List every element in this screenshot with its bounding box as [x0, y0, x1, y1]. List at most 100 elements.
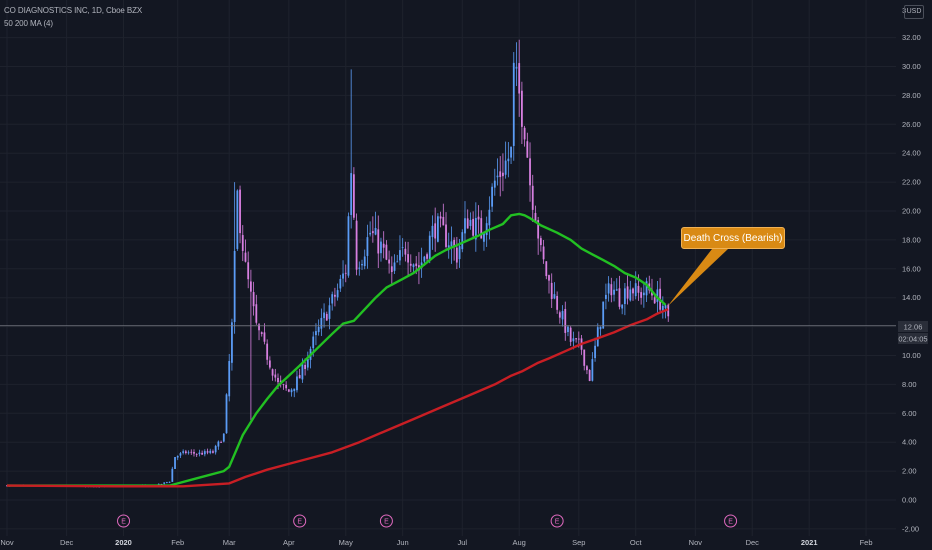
candle-body [366, 237, 369, 256]
time-axis[interactable]: Nov Dec 2020 Feb Mar Apr May Jun Jul Aug Sep Oct Nov… [0, 538, 872, 547]
price-tag: 12.06 02:04:05 [898, 321, 928, 344]
earnings-event-marker[interactable] [293, 514, 307, 528]
candle-body [214, 445, 217, 453]
candle-body [621, 304, 624, 309]
x-tick-label: Feb [171, 538, 184, 547]
candle-body [195, 454, 198, 456]
x-tick-label: Jun [397, 538, 409, 547]
candle-body [493, 180, 496, 188]
countdown-value: 02:04:05 [898, 335, 927, 344]
y-tick-label: 4.00 [902, 438, 917, 447]
y-tick-label: 28.00 [902, 91, 921, 100]
candle-body [304, 364, 306, 370]
candle-body [480, 218, 483, 239]
candle-body [282, 384, 285, 386]
x-tick-label: Apr [283, 538, 295, 547]
candle-body [558, 312, 561, 318]
ma50-line[interactable] [7, 212, 667, 487]
candles [6, 39, 670, 488]
y-tick-label: 2.00 [902, 467, 917, 476]
y-tick-label: 10.00 [902, 351, 921, 360]
x-tick-label: Dec [746, 538, 760, 547]
candle-body [239, 189, 241, 234]
candle-body [607, 283, 610, 294]
candle-body [642, 292, 645, 296]
candle-body [369, 232, 372, 235]
candle-body [577, 338, 580, 340]
candle-body [491, 186, 493, 207]
candle-body [445, 224, 447, 247]
x-tick-label: Dec [60, 538, 74, 547]
candle-body [539, 238, 542, 246]
candle-body [355, 220, 358, 270]
candle-body [534, 212, 537, 222]
candle-body [504, 160, 507, 175]
candle-body [461, 232, 464, 250]
countdown-box [898, 333, 928, 344]
candle-body [165, 482, 168, 483]
candle-body [512, 62, 515, 146]
candle-body [426, 254, 428, 259]
y-tick-label: 14.00 [902, 293, 921, 302]
price-tag-value: 12.06 [904, 323, 923, 332]
candle-body [266, 343, 269, 360]
candle-body [212, 451, 214, 453]
candle-body [374, 227, 377, 235]
candle-body [236, 190, 239, 249]
y-tick-label: 22.00 [902, 178, 921, 187]
candle-body [285, 384, 288, 389]
candle-body [518, 63, 521, 94]
earnings-event-marker[interactable] [550, 514, 564, 528]
candle-body [198, 452, 201, 455]
candle-body [331, 294, 334, 304]
currency-badge[interactable]: USD [904, 5, 924, 19]
earnings-event-marker[interactable] [117, 514, 131, 528]
candle-body [632, 288, 634, 294]
candle-body [537, 220, 540, 239]
candle-body [529, 158, 531, 186]
y-tick-label: 6.00 [902, 409, 917, 418]
candle-body [496, 175, 499, 178]
candle-body [442, 216, 445, 226]
candle-body [352, 174, 355, 218]
candle-body [301, 363, 304, 380]
candle-body [458, 246, 461, 260]
candle-body [320, 317, 323, 329]
symbol-title[interactable]: CO DIAGNOSTICS INC, 1D, Cboe BZX [4, 6, 143, 15]
candle-body [393, 262, 396, 271]
candle-body [599, 326, 602, 330]
candle-body [312, 336, 315, 349]
candle-body [618, 288, 621, 307]
x-tick-label: Feb [860, 538, 873, 547]
candle-body [653, 297, 656, 304]
candle-body [317, 327, 320, 333]
candle-body [347, 216, 350, 276]
candle-body [591, 359, 594, 381]
candle-body [602, 301, 605, 329]
x-tick-label: May [339, 538, 353, 547]
indicator-legend[interactable]: 50 200 MA (4) [4, 19, 53, 28]
earnings-event-marker[interactable] [724, 514, 738, 528]
ma200-line[interactable] [6, 308, 669, 488]
earnings-event-marker[interactable] [379, 514, 393, 528]
y-tick-label: 18.00 [902, 235, 921, 244]
candle-body [548, 275, 550, 281]
candle-body [466, 218, 469, 229]
candle-body [474, 217, 477, 240]
candle-body [583, 349, 586, 366]
candle-body [339, 278, 342, 289]
x-tick-label: Nov [0, 538, 14, 547]
candle-body [206, 451, 209, 453]
earnings-event-label: E [728, 519, 733, 526]
candle-body [225, 394, 228, 434]
earnings-event-label: E [384, 519, 389, 526]
earnings-event-label: E [555, 519, 560, 526]
candle-body [502, 172, 504, 177]
candle-body [233, 250, 236, 323]
y-tick-label: 24.00 [902, 149, 921, 158]
x-tick-label: Jul [457, 538, 467, 547]
candle-body [526, 141, 529, 158]
